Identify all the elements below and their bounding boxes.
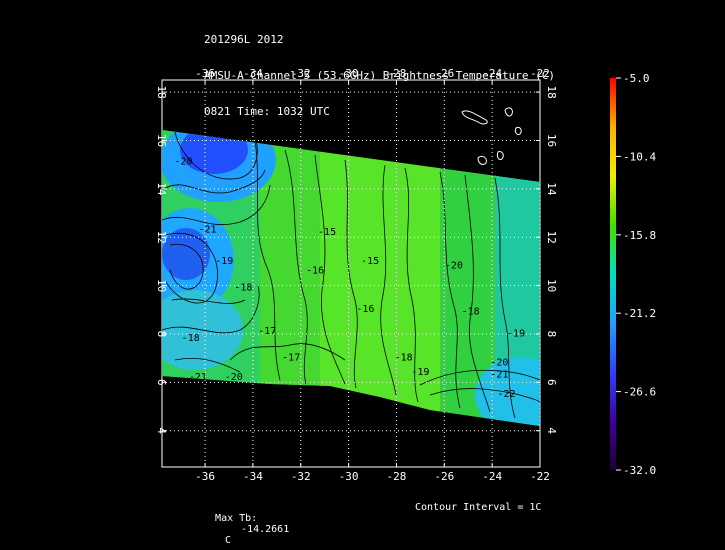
y-tick-label-right: 14 [545,182,558,196]
contour-line [164,232,218,304]
y-tick-label-left: 12 [155,231,168,244]
x-tick-label-bottom: -30 [339,470,359,483]
contour-label: -18 [395,353,413,364]
cold-region-southwest [162,290,243,370]
x-tick-label-top: -36 [195,67,215,80]
x-tick-label-top: -34 [243,67,263,80]
max-tb-readout: Max Tb: -14.2661 C [203,502,289,546]
y-tick-label-left: 14 [155,182,168,196]
contour-label: -20 [490,357,508,368]
x-tick-label-bottom: -26 [434,470,454,483]
y-tick-label-right: 10 [545,279,558,292]
contour-label: -19 [507,328,525,339]
colorbar [610,78,616,470]
contour-label: -17 [258,326,276,337]
y-tick-label-right: 8 [545,331,558,338]
y-tick-label-left: 16 [155,134,168,147]
contour-label: -17 [282,353,300,364]
axis-tick-labels: -36 -36 -34 -34 -32 -32 -30 -30 -28 -28 -26 -26 -24 -… [155,67,558,483]
swath-band-light [320,130,440,426]
colorbar-tick-label: -26.6 [623,386,656,399]
contour-lines [162,131,540,419]
contour-interval-readout: Contour Interval = 1C [415,502,542,513]
x-tick-label-top: -24 [482,67,502,80]
contour-line [284,149,308,385]
contour-line [169,243,204,290]
colorbar-tick-label: -21.2 [623,307,656,320]
contour-line [419,369,540,386]
contour-label: -15 [361,256,379,267]
contour-label: -16 [356,304,374,315]
contour-line [314,154,346,385]
x-tick-label-top: -30 [339,67,359,80]
contour-line [429,388,540,403]
x-tick-label-top: -28 [387,67,407,80]
y-tick-label-left: 6 [155,379,168,386]
contour-line [162,184,271,226]
contour-line [162,169,266,194]
y-tick-label-left: 4 [155,427,168,434]
contour-label: -18 [234,282,252,293]
x-tick-label-top: -32 [291,67,311,80]
max-tb-unit: C [225,535,232,546]
contour-line [380,164,397,396]
y-tick-label-right: 16 [545,134,558,147]
colorbar-tick-label: -10.4 [623,150,656,163]
max-tb-value: -14.2661 [241,524,290,535]
contour-label: -22 [497,389,515,400]
contour-label: -19 [411,367,429,378]
max-tb-label: Max Tb: [215,513,258,524]
island-coastline [461,107,522,165]
y-tick-label-left: 8 [155,331,168,338]
contour-label: -19 [215,256,233,267]
x-tick-label-bottom: -32 [291,470,311,483]
y-tick-label-left: 18 [155,85,168,98]
y-tick-label-right: 18 [545,85,558,98]
contour-label: -21 [198,224,216,235]
y-tick-label-right: 6 [545,379,558,386]
x-tick-label-bottom: -36 [195,470,215,483]
contour-line [344,159,358,389]
lat-lon-grid [162,80,541,467]
contour-line [174,131,258,180]
x-tick-label-bottom: -24 [482,470,502,483]
contour-line [494,177,516,419]
contour-line [404,167,419,403]
contour-label: -16 [306,266,324,277]
y-tick-label-left: 10 [155,279,168,292]
y-tick-label-right: 4 [545,427,558,434]
colorbar-tick-label: -32.0 [623,464,656,477]
contour-line [174,357,241,373]
header-storm-id: 201296L 2012 [204,33,284,46]
y-tick-label-right: 12 [545,231,558,244]
colorbar-tick-label: -5.0 [623,72,650,85]
contour-label: -15 [318,227,336,238]
colorbar-tick-label: -15.8 [623,229,656,242]
swath-heatmap [162,130,540,426]
x-tick-label-bottom: -34 [243,470,263,483]
contour-label: -18 [462,307,480,318]
contour-line [171,298,246,304]
header-time: 0821 Time: 1032 UTC [204,105,330,118]
contour-line [464,174,491,413]
contour-label: -21 [189,372,207,383]
header-product-title: AMSU-A Channel 5 (53.6GHz) Brightness Te… [204,69,555,82]
x-tick-label-top: -22 [530,67,550,80]
contour-label: -18 [182,333,200,344]
swath-band-central [260,130,320,426]
contour-line [162,284,260,334]
contour-label: -20 [225,372,243,383]
contour-label: -21 [490,370,508,381]
contour-line [254,139,281,381]
contour-labels: -20 -21 -19 -18 -17 -16 -15 -15 -16 -17 -18 -19 -20 -… [175,157,526,400]
colorbar-tick-labels: -5.0 -10.4 -15.8 -21.2 -26.6 -32.0 [616,72,656,477]
contour-line [229,343,346,361]
x-tick-label-top: -26 [434,67,454,80]
x-tick-label-bottom: -28 [387,470,407,483]
x-tick-label-bottom: -22 [530,470,550,483]
cold-core-west-inner [162,228,210,280]
contour-label: -20 [175,157,193,168]
contour-label: -20 [445,261,463,272]
